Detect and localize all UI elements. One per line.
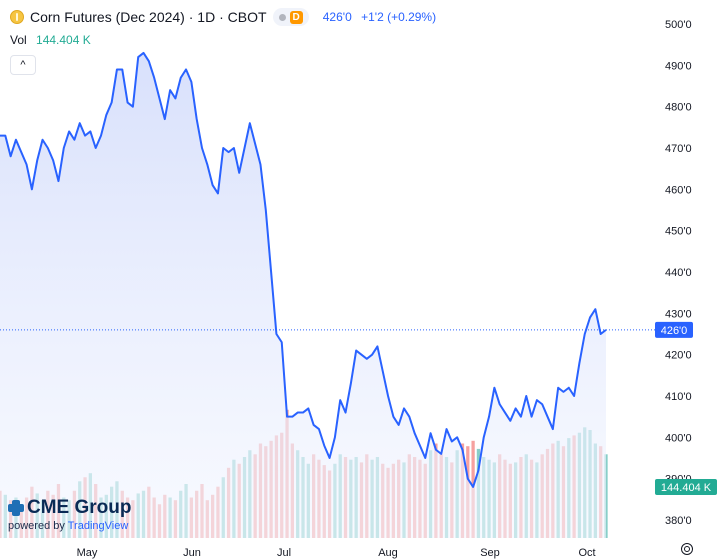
last-price: 426'0	[322, 10, 352, 24]
cme-logo-text: CME Group	[27, 497, 132, 518]
time-axis[interactable]: May Jun Jul Aug Sep Oct	[77, 547, 596, 559]
price-area-fill	[0, 52, 606, 539]
y-tick-label: 440'0	[665, 267, 692, 279]
y-tick-label: 410'0	[665, 391, 692, 403]
tradingview-brand: TradingView	[67, 520, 129, 532]
chart-header: Corn Futures (Dec 2024) · 1D · CBOT D 42…	[10, 7, 436, 27]
volume-value: 144.404 K	[36, 33, 91, 47]
volume-tag	[655, 479, 717, 495]
volume-legend: Vol 144.404 K	[10, 33, 91, 47]
x-tick-label: May	[77, 547, 98, 559]
y-tick-label: 430'0	[665, 308, 692, 320]
price-quote: 426'0 +1'2 (+0.29%)	[323, 10, 436, 24]
price-change: +1'2 (+0.29%)	[361, 10, 437, 24]
y-tick-label: 460'0	[665, 184, 692, 196]
price-axis[interactable]: 500'0 490'0 480'0 470'0 460'0 450'0 440'0 430'0…	[665, 19, 692, 527]
y-tick-label: 500'0	[665, 19, 692, 31]
x-tick-label: Aug	[378, 547, 398, 559]
x-tick-label: Sep	[480, 547, 500, 559]
corn-symbol-icon	[10, 10, 24, 24]
powered-by-label: powered by TradingView	[8, 520, 132, 532]
last-price-tag	[655, 321, 693, 338]
y-tick-label: 450'0	[665, 226, 692, 238]
powered-by-prefix: powered by	[8, 520, 65, 532]
chevron-up-icon: ^	[20, 59, 26, 71]
collapse-legend-button[interactable]: ^	[10, 55, 36, 75]
settings-gear-icon[interactable]	[681, 543, 693, 555]
x-tick-label: Jul	[277, 547, 291, 559]
volume-label: Vol	[10, 33, 27, 47]
y-tick-label: 490'0	[665, 60, 692, 72]
y-tick-label: 400'0	[665, 432, 692, 444]
volume-bar	[604, 454, 608, 538]
y-tick-label: 380'0	[665, 515, 692, 527]
market-closed-dot-icon	[278, 13, 286, 21]
price-line	[0, 51, 607, 488]
x-tick-label: Oct	[578, 547, 595, 559]
market-status-pill[interactable]: D	[272, 8, 309, 26]
symbol-title[interactable]: Corn Futures (Dec 2024) · 1D · CBOT	[30, 9, 267, 25]
delayed-data-badge: D	[289, 10, 303, 24]
cme-logo: CME Group	[8, 497, 132, 519]
last-price-tag-label: 426'0	[661, 325, 688, 337]
cme-cross-icon	[8, 500, 24, 516]
cme-branding[interactable]: CME Group powered by TradingView	[8, 497, 132, 532]
y-tick-label: 480'0	[665, 102, 692, 114]
x-tick-label: Jun	[183, 547, 201, 559]
y-tick-label: 470'0	[665, 143, 692, 155]
volume-tag-label: 144.404 K	[661, 482, 712, 494]
y-tick-label: 420'0	[665, 350, 692, 362]
